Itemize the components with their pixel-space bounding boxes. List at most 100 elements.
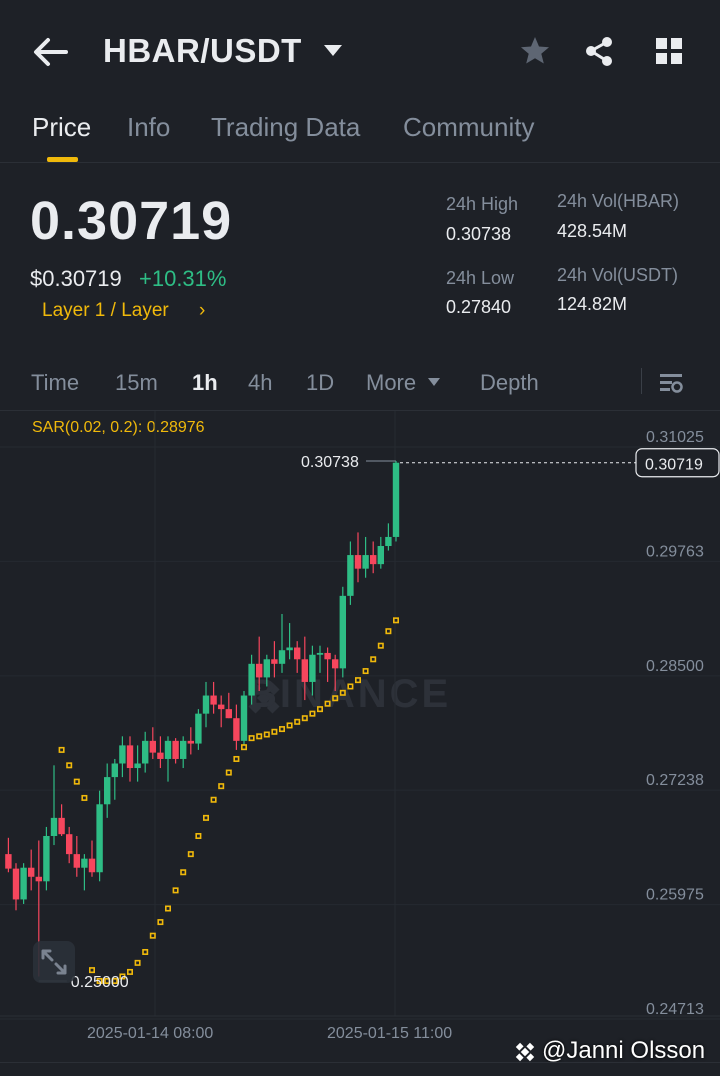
sar-dot <box>180 869 187 876</box>
candle-body <box>385 536 392 547</box>
candle-body <box>195 713 202 744</box>
sar-dot <box>324 700 331 707</box>
candle-body <box>20 867 27 900</box>
sar-dot <box>225 769 232 776</box>
sar-dot <box>233 755 240 762</box>
candle-body <box>233 718 240 741</box>
interval-time[interactable]: Time <box>31 370 80 395</box>
y-tick-label: 0.24713 <box>646 1001 704 1018</box>
candle-body <box>66 834 73 855</box>
sar-dot <box>203 814 210 821</box>
price-usd: $0.30719 <box>30 266 122 291</box>
candle-body <box>73 854 80 868</box>
sar-dot <box>119 973 126 980</box>
indicator-tabs-strip <box>0 1062 720 1076</box>
sar-dot <box>142 948 149 955</box>
candle-body <box>5 854 12 869</box>
sar-dot <box>73 778 80 785</box>
candle-body <box>256 663 263 678</box>
stat-label-24h-vol-quote: 24h Vol(USDT) <box>557 265 679 285</box>
pair-dropdown-icon[interactable] <box>322 42 344 58</box>
grid-layout-icon[interactable] <box>652 34 686 68</box>
sar-dot <box>248 735 255 742</box>
category-link[interactable]: Layer 1 / Layer <box>42 300 169 321</box>
high-marker-label: 0.30738 <box>301 454 359 471</box>
price-change-percent: +10.31% <box>139 266 227 291</box>
sar-dot <box>218 783 225 790</box>
candle-body <box>301 659 308 682</box>
candle-body <box>286 647 293 651</box>
candle-body <box>370 555 377 565</box>
candle-body <box>309 654 316 682</box>
sar-dot <box>339 689 346 696</box>
sar-dot <box>96 977 103 984</box>
chart-settings-icon[interactable] <box>656 368 686 398</box>
x-tick-label: 2025-01-15 11:00 <box>327 1025 452 1042</box>
section-tabs: Price Info Trading Data Community <box>0 100 720 163</box>
interval-more[interactable]: More <box>366 370 417 395</box>
sar-dot <box>81 794 88 801</box>
expand-chart-button[interactable] <box>33 941 75 983</box>
tab-trading-data[interactable]: Trading Data <box>211 112 361 142</box>
current-price-label: 0.30719 <box>645 457 703 474</box>
candle-body <box>149 740 156 753</box>
sar-dot <box>111 977 118 984</box>
stat-label-24h-high: 24h High <box>446 194 519 214</box>
sar-dot <box>58 746 65 753</box>
candle-body <box>58 817 65 835</box>
sar-dot <box>332 695 339 702</box>
sar-dot <box>172 887 179 894</box>
stat-value-24h-vol-quote: 124.82M <box>557 294 628 314</box>
candle-body <box>119 745 126 764</box>
interval-1d[interactable]: 1D <box>306 370 335 395</box>
stat-value-24h-low: 0.27840 <box>446 297 512 317</box>
chevron-right-icon[interactable]: › <box>199 300 206 321</box>
x-tick-label: 2025-01-14 08:00 <box>87 1025 213 1042</box>
tab-community[interactable]: Community <box>403 112 535 142</box>
candle-body <box>339 595 346 669</box>
top-bar: HBAR/USDT <box>0 0 720 100</box>
candle-body <box>210 695 217 705</box>
candle-body <box>271 659 278 664</box>
candle-body <box>316 652 324 655</box>
candle-body <box>164 740 172 759</box>
candle-body <box>28 867 35 877</box>
candle-body <box>43 835 50 882</box>
sar-dot <box>187 851 194 858</box>
candle-body <box>111 763 118 778</box>
y-tick-label: 0.29763 <box>646 543 704 560</box>
candle-body <box>50 817 58 836</box>
trading-pair-title[interactable]: HBAR/USDT <box>103 32 302 69</box>
candle-body <box>392 462 400 537</box>
sar-indicator-label: SAR(0.02, 0.2): 0.28976 <box>32 419 205 436</box>
tab-info[interactable]: Info <box>127 112 171 142</box>
candle-body <box>278 650 286 664</box>
interval-15m[interactable]: 15m <box>115 370 158 395</box>
sar-dot <box>286 722 293 729</box>
active-tab-indicator <box>47 157 78 162</box>
interval-1h[interactable]: 1h <box>192 370 218 395</box>
sar-dot <box>89 967 96 974</box>
interval-bar: Time 15m 1h 4h 1D More Depth <box>0 360 720 411</box>
price-chart[interactable]: 0.31025 0.29763 0.28500 0.27238 0.25975 0.247… <box>0 411 720 1051</box>
interval-4h[interactable]: 4h <box>248 370 273 395</box>
sar-dot <box>149 932 156 939</box>
candle-body <box>126 745 134 769</box>
sar-dot <box>66 762 73 769</box>
candle-body <box>377 546 384 565</box>
y-tick-label: 0.25975 <box>646 887 704 904</box>
candle-body <box>218 704 225 710</box>
back-arrow-icon[interactable] <box>30 34 70 70</box>
stat-label-24h-low: 24h Low <box>446 268 515 288</box>
candle-body <box>248 663 255 696</box>
candle-body <box>354 555 362 569</box>
stat-value-24h-vol-base: 428.54M <box>557 221 628 241</box>
more-dropdown-icon[interactable] <box>427 377 441 387</box>
tab-price[interactable]: Price <box>32 112 92 142</box>
last-price: 0.30719 <box>30 191 233 251</box>
share-icon[interactable] <box>582 34 616 68</box>
star-icon[interactable] <box>518 34 552 68</box>
sar-dot <box>377 642 384 649</box>
depth-tab[interactable]: Depth <box>480 370 539 395</box>
sar-dot <box>347 683 354 690</box>
